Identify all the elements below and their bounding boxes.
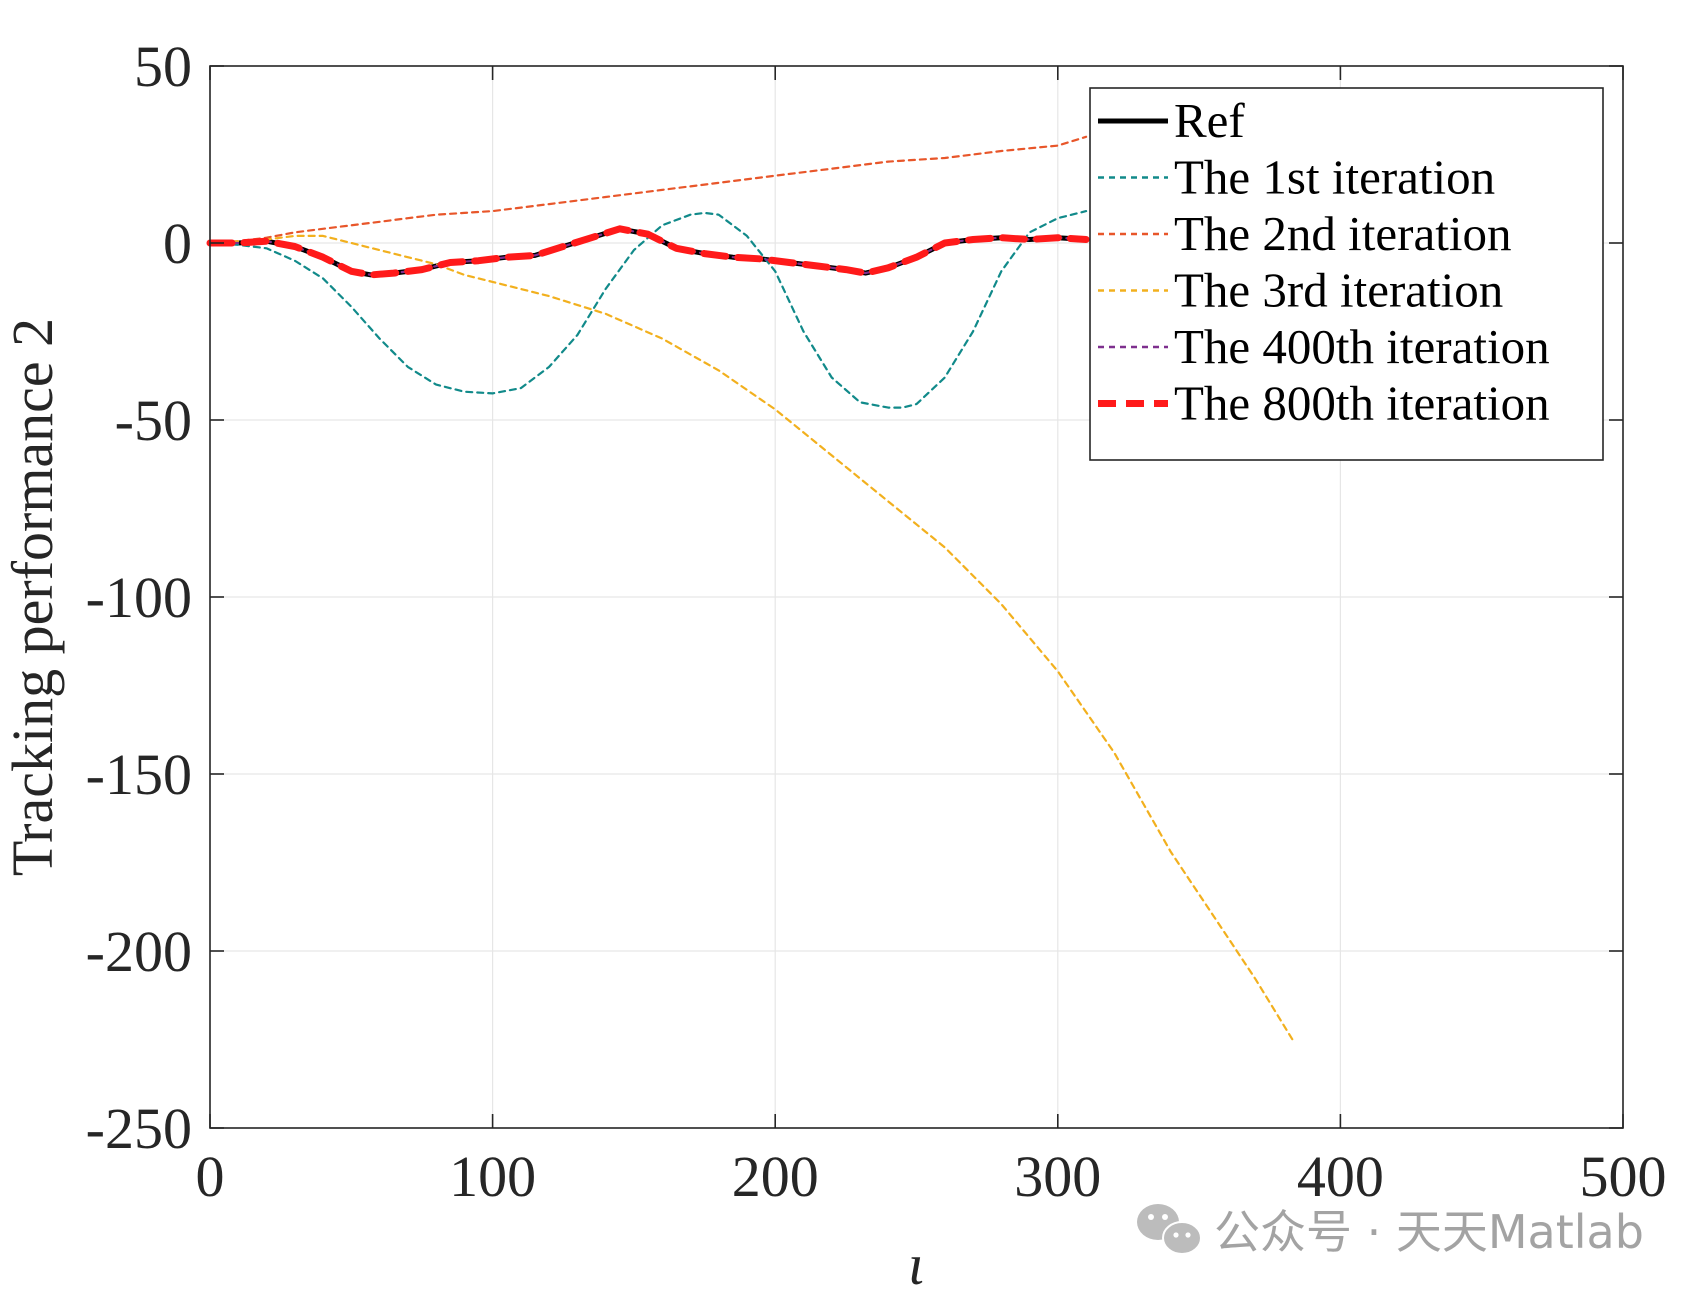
x-tick-label: 200 [732, 1144, 819, 1209]
series-layer [206, 135, 1294, 1041]
x-tick-label: 0 [196, 1144, 225, 1209]
watermark: 公众号 · 天天Matlab [1137, 1204, 1644, 1259]
x-axis-title: ι [908, 1232, 924, 1292]
y-tick-label: -100 [86, 565, 192, 630]
series-line-the-800th-iteration [206, 225, 1090, 279]
tick-marks [209, 65, 1624, 1129]
legend-label-ref: Ref [1174, 93, 1245, 148]
legend-label-the-800th-iteration: The 800th iteration [1174, 376, 1550, 431]
x-tick-label: 400 [1297, 1144, 1384, 1209]
series-line-the-3rd-iteration [208, 234, 1294, 1041]
y-axis-title: Tracking performance 2 [0, 318, 65, 876]
legend-label-the-3rd-iteration: The 3rd iteration [1174, 263, 1503, 318]
y-tick-label: -50 [115, 388, 192, 453]
x-tick-label: 500 [1580, 1144, 1667, 1209]
series-line-the-2nd-iteration [208, 135, 1088, 245]
wechat-icon [1137, 1204, 1202, 1255]
x-tick-labels: 0 100 200 300 400 500 [196, 1144, 1667, 1209]
series-line-the-1st-iteration [208, 210, 1088, 409]
legend-label-the-1st-iteration: The 1st iteration [1174, 150, 1495, 205]
y-tick-label: 50 [134, 34, 192, 99]
y-tick-label: -150 [86, 742, 192, 807]
y-tick-label: -250 [86, 1096, 192, 1161]
x-tick-label: 300 [1014, 1144, 1101, 1209]
y-tick-label: -200 [86, 919, 192, 984]
x-tick-label: 100 [449, 1144, 536, 1209]
legend-label-the-2nd-iteration: The 2nd iteration [1174, 206, 1511, 261]
watermark-text: 公众号 · 天天Matlab [1214, 1205, 1644, 1259]
y-tick-labels: 50 0 -50 -100 -150 -200 -250 [86, 34, 192, 1161]
y-tick-label: 0 [163, 211, 192, 276]
legend-label-the-400th-iteration: The 400th iteration [1174, 319, 1550, 374]
legend-box [1089, 87, 1604, 461]
